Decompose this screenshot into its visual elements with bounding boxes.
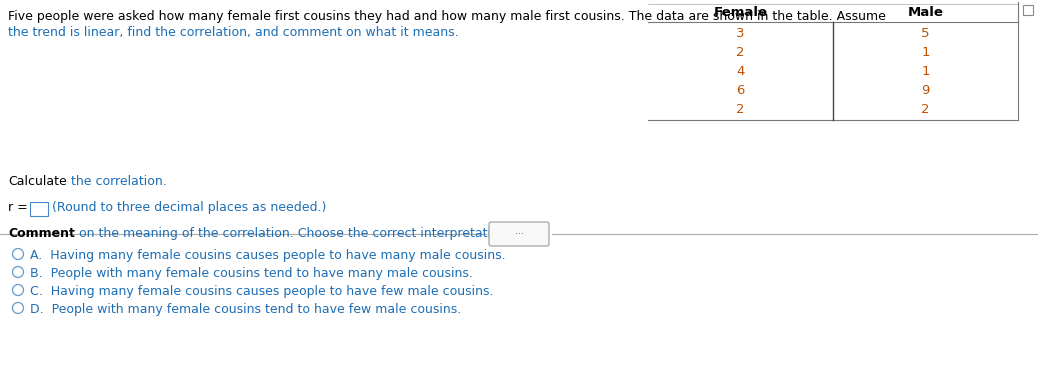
Text: D.  People with many female cousins tend to have few male cousins.: D. People with many female cousins tend … (30, 303, 461, 316)
Text: 2: 2 (736, 46, 744, 59)
FancyBboxPatch shape (489, 222, 549, 246)
Text: Male: Male (907, 6, 944, 19)
Text: r =: r = (8, 201, 28, 214)
Bar (1023, 5, 1033, 15)
Text: Female: Female (713, 6, 767, 19)
Text: 4: 4 (736, 65, 744, 78)
Text: 2: 2 (736, 103, 744, 116)
Text: on the meaning of the correlation. Choose the correct interpretation below.: on the meaning of the correlation. Choos… (75, 227, 550, 240)
Text: 6: 6 (736, 84, 744, 97)
Text: B.  People with many female cousins tend to have many male cousins.: B. People with many female cousins tend … (30, 267, 473, 280)
Text: 9: 9 (922, 84, 930, 97)
Text: A.  Having many female cousins causes people to have many male cousins.: A. Having many female cousins causes peo… (30, 249, 506, 262)
Text: 1: 1 (922, 65, 930, 78)
Text: Comment: Comment (8, 227, 75, 240)
Text: Five people were asked how many female first cousins they had and how many male : Five people were asked how many female f… (8, 10, 885, 23)
Text: 2: 2 (922, 103, 930, 116)
Text: 3: 3 (736, 27, 744, 40)
Text: 1: 1 (922, 46, 930, 59)
Text: (Round to three decimal places as needed.): (Round to three decimal places as needed… (52, 201, 326, 214)
Bar (30, 202, 48, 216)
Text: C.  Having many female cousins causes people to have few male cousins.: C. Having many female cousins causes peo… (30, 285, 493, 298)
Text: 5: 5 (922, 27, 930, 40)
Text: the trend is linear, find the correlation, and comment on what it means.: the trend is linear, find the correlatio… (8, 26, 459, 39)
Text: ···: ··· (515, 229, 523, 239)
Text: the correlation.: the correlation. (66, 175, 166, 188)
Text: Calculate: Calculate (8, 175, 66, 188)
